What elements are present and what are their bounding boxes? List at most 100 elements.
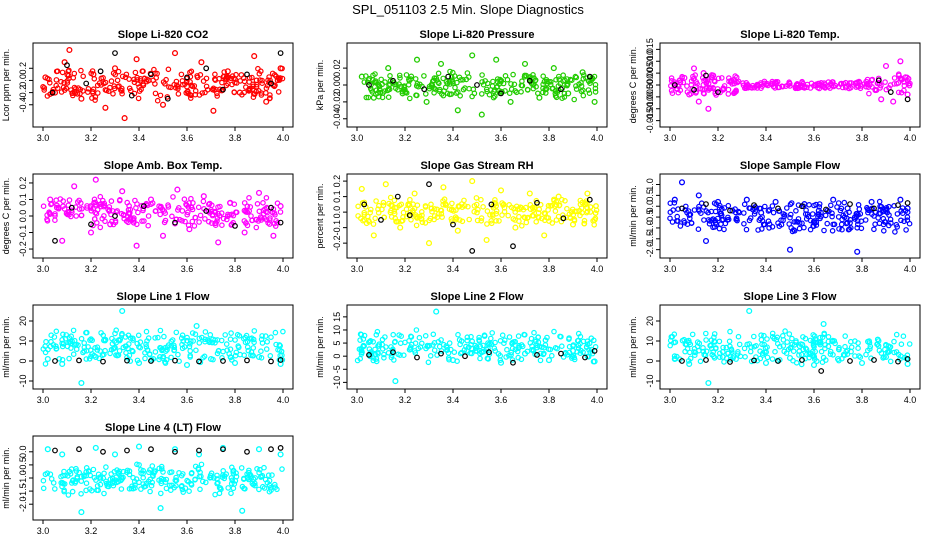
- y-axis-label: ml/min per min.: [628, 185, 638, 247]
- data-point: [553, 77, 559, 83]
- data-point: [461, 347, 468, 353]
- data-point: [108, 78, 115, 84]
- y-tick-label: 0.0: [332, 206, 342, 219]
- data-point: [275, 89, 282, 95]
- data-point: [681, 336, 687, 343]
- data-point: [224, 216, 230, 223]
- data-point: [157, 353, 163, 360]
- data-point: [231, 359, 239, 367]
- data-point: [670, 207, 677, 213]
- data-point: [279, 466, 285, 472]
- data-point: [418, 209, 425, 215]
- data-point: [260, 200, 266, 206]
- data-point: [705, 80, 712, 87]
- data-point: [569, 221, 577, 228]
- panel-title: Slope Line 4 (LT) Flow: [105, 422, 221, 434]
- data-point: [197, 212, 204, 219]
- data-point: [900, 333, 907, 340]
- data-point: [118, 474, 125, 481]
- data-point: [375, 210, 382, 216]
- x-tick-label: 3.8: [229, 133, 242, 143]
- data-point: [419, 219, 426, 226]
- data-point: [677, 223, 684, 229]
- data-point: [451, 73, 458, 79]
- data-point: [422, 91, 429, 97]
- data-point: [66, 468, 73, 475]
- y-tick-label: 0.2: [18, 177, 28, 190]
- data-point: [721, 226, 727, 233]
- data-point: [83, 464, 90, 471]
- data-point: [246, 208, 253, 214]
- data-point: [227, 336, 234, 343]
- x-tick-label: 3.8: [543, 264, 556, 274]
- data-point: [114, 77, 121, 84]
- data-point: [192, 214, 199, 221]
- data-point: [518, 223, 525, 229]
- data-point: [196, 219, 202, 225]
- y-tick-label: -2.0: [645, 242, 655, 258]
- data-point: [210, 107, 217, 114]
- y-tick-label: 0.010: [645, 50, 655, 73]
- data-point: [383, 344, 389, 350]
- y-tick-label: 5: [332, 341, 342, 346]
- data-point: [569, 206, 576, 213]
- data-point: [103, 464, 109, 470]
- data-point: [765, 208, 772, 214]
- data-point: [390, 357, 397, 363]
- data-point: [877, 210, 884, 217]
- data-point: [578, 83, 585, 89]
- data-point: [469, 52, 476, 59]
- data-point: [521, 74, 528, 80]
- data-point: [370, 221, 377, 227]
- data-point: [78, 335, 85, 342]
- data-point: [671, 196, 678, 203]
- data-point: [171, 50, 179, 57]
- data-point: [490, 94, 497, 101]
- data-point: [94, 347, 101, 353]
- data-point: [111, 451, 119, 458]
- data-point: [829, 213, 835, 220]
- data-point: [688, 78, 695, 84]
- data-point: [200, 198, 207, 205]
- data-point: [427, 215, 434, 222]
- data-point: [830, 351, 836, 358]
- data-point: [178, 335, 185, 341]
- data-point: [796, 225, 803, 232]
- data-point: [523, 219, 530, 226]
- highlight-point: [164, 95, 171, 102]
- data-point: [413, 56, 421, 63]
- data-point: [566, 335, 572, 341]
- data-point: [423, 98, 430, 105]
- data-point: [454, 107, 461, 114]
- data-point: [809, 211, 816, 217]
- data-point: [542, 90, 549, 96]
- data-point: [890, 98, 897, 105]
- data-point: [80, 88, 86, 94]
- data-point: [216, 484, 223, 491]
- data-point: [564, 76, 570, 82]
- data-point: [815, 82, 821, 89]
- data-point: [904, 214, 911, 220]
- y-axis-label: ml/min per min.: [1, 316, 11, 378]
- data-point: [740, 210, 747, 216]
- data-point: [541, 217, 548, 224]
- panel-title: Slope Line 3 Flow: [744, 291, 837, 303]
- data-point: [484, 221, 490, 227]
- data-point: [89, 337, 96, 344]
- highlight-point: [591, 348, 598, 354]
- data-point: [878, 96, 885, 103]
- x-tick-label: 3.6: [808, 264, 821, 274]
- x-tick-label: 3.0: [37, 526, 50, 536]
- data-point: [741, 345, 748, 352]
- data-point: [548, 352, 555, 359]
- data-point: [207, 355, 215, 363]
- data-cloud: [40, 193, 284, 231]
- y-tick-label: 0.02: [332, 59, 342, 77]
- data-point: [78, 200, 84, 206]
- data-point: [817, 339, 823, 346]
- data-point: [829, 228, 836, 234]
- data-point: [361, 211, 368, 218]
- data-point: [244, 475, 251, 482]
- data-point: [261, 485, 268, 491]
- y-tick-label: 0.2: [18, 62, 28, 75]
